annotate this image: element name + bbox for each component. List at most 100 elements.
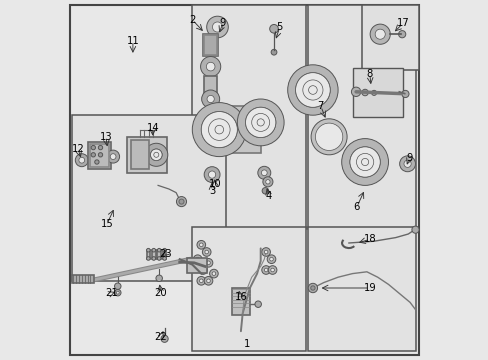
Circle shape: [204, 258, 212, 267]
Circle shape: [106, 150, 120, 163]
Circle shape: [114, 283, 121, 289]
Circle shape: [144, 143, 167, 166]
Circle shape: [204, 276, 212, 285]
Circle shape: [199, 243, 203, 247]
Circle shape: [98, 145, 102, 150]
Text: 3: 3: [208, 186, 215, 196]
Circle shape: [156, 275, 162, 282]
Circle shape: [146, 248, 150, 252]
FancyBboxPatch shape: [186, 258, 206, 273]
Text: 5: 5: [276, 22, 283, 32]
Circle shape: [201, 112, 237, 148]
Circle shape: [351, 87, 360, 96]
Circle shape: [206, 261, 210, 265]
FancyBboxPatch shape: [203, 35, 217, 55]
FancyBboxPatch shape: [89, 144, 109, 167]
Circle shape: [401, 90, 408, 98]
Text: 18: 18: [363, 234, 375, 244]
Circle shape: [261, 248, 270, 256]
FancyBboxPatch shape: [88, 142, 111, 169]
Circle shape: [215, 125, 223, 134]
Circle shape: [163, 248, 166, 252]
Circle shape: [204, 250, 208, 254]
FancyBboxPatch shape: [219, 106, 260, 153]
Circle shape: [116, 291, 119, 294]
Circle shape: [197, 240, 205, 249]
Circle shape: [150, 149, 162, 161]
Circle shape: [254, 301, 261, 307]
Circle shape: [146, 257, 150, 260]
Circle shape: [245, 107, 275, 138]
Text: 8: 8: [366, 69, 372, 79]
FancyBboxPatch shape: [231, 288, 249, 315]
Circle shape: [212, 272, 215, 275]
Circle shape: [361, 158, 368, 166]
Circle shape: [199, 266, 207, 274]
Circle shape: [208, 171, 215, 178]
Circle shape: [79, 157, 84, 163]
Circle shape: [192, 103, 246, 157]
FancyBboxPatch shape: [146, 250, 150, 259]
Circle shape: [369, 24, 389, 44]
Circle shape: [398, 31, 405, 38]
Circle shape: [150, 149, 162, 161]
FancyBboxPatch shape: [352, 68, 402, 117]
Circle shape: [251, 113, 269, 131]
FancyBboxPatch shape: [163, 250, 166, 259]
Circle shape: [263, 177, 272, 187]
Text: 20: 20: [154, 288, 167, 298]
Circle shape: [157, 248, 161, 252]
Circle shape: [91, 145, 95, 150]
Text: 23: 23: [159, 249, 171, 259]
FancyBboxPatch shape: [361, 5, 418, 70]
Circle shape: [341, 139, 387, 185]
Circle shape: [315, 123, 342, 150]
Circle shape: [114, 289, 121, 296]
Circle shape: [265, 180, 269, 184]
Text: 11: 11: [126, 36, 139, 46]
Circle shape: [356, 153, 373, 171]
Circle shape: [302, 80, 322, 100]
Circle shape: [206, 16, 228, 38]
Circle shape: [287, 65, 337, 115]
Circle shape: [307, 283, 317, 293]
Circle shape: [266, 255, 275, 264]
Circle shape: [295, 73, 329, 107]
Circle shape: [75, 154, 88, 167]
Circle shape: [411, 226, 418, 233]
Circle shape: [208, 119, 230, 140]
Circle shape: [206, 279, 210, 283]
Circle shape: [237, 99, 284, 146]
FancyBboxPatch shape: [70, 5, 418, 355]
Circle shape: [262, 188, 268, 194]
Circle shape: [209, 269, 218, 278]
FancyBboxPatch shape: [157, 250, 161, 259]
Text: 17: 17: [396, 18, 408, 28]
Text: 13: 13: [100, 132, 112, 142]
Circle shape: [206, 95, 214, 103]
Text: 15: 15: [101, 219, 113, 229]
Circle shape: [199, 279, 203, 283]
FancyBboxPatch shape: [307, 227, 415, 351]
Circle shape: [200, 57, 220, 77]
Circle shape: [308, 86, 317, 94]
Circle shape: [202, 248, 211, 256]
Text: 1: 1: [244, 339, 250, 349]
Text: 14: 14: [146, 123, 159, 133]
Text: 22: 22: [154, 332, 167, 342]
Circle shape: [371, 90, 376, 95]
Circle shape: [399, 156, 415, 172]
Text: 6: 6: [353, 202, 359, 212]
Circle shape: [374, 29, 385, 39]
Circle shape: [264, 250, 267, 254]
Circle shape: [152, 257, 155, 260]
FancyBboxPatch shape: [152, 250, 155, 259]
Circle shape: [349, 147, 380, 177]
Circle shape: [257, 166, 270, 179]
Circle shape: [349, 147, 380, 177]
Circle shape: [245, 107, 275, 138]
Circle shape: [268, 266, 276, 274]
Circle shape: [257, 119, 264, 126]
Circle shape: [201, 90, 219, 108]
Text: 9: 9: [406, 153, 412, 163]
